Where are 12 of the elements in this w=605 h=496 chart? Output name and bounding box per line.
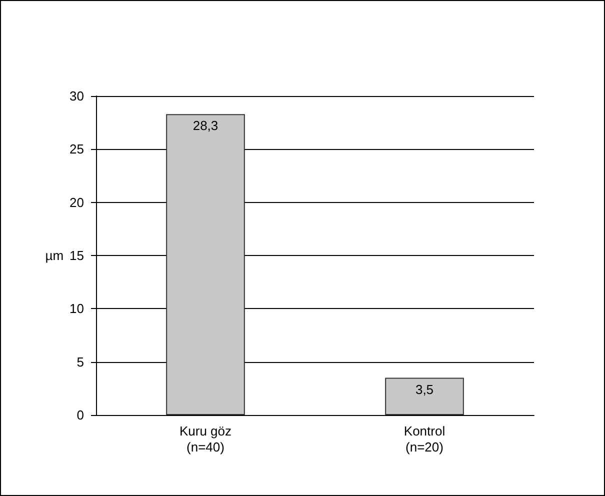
y-axis-title: µm <box>45 248 64 263</box>
data-label: 28,3 <box>192 118 218 134</box>
y-tick-label: 10 <box>70 301 84 316</box>
x-tick-label: Kuru göz (n=40) <box>179 424 232 454</box>
y-tick-label: 25 <box>70 142 84 157</box>
y-tick-label: 0 <box>76 408 84 422</box>
y-tick-label: 15 <box>70 248 84 263</box>
y-tick-label: 30 <box>70 88 84 104</box>
x-tick-label: Kontrol (n=20) <box>404 424 446 454</box>
y-tick-label: 20 <box>70 194 84 210</box>
y-tick-label: 5 <box>76 354 84 370</box>
data-label: 3,5 <box>415 382 434 397</box>
